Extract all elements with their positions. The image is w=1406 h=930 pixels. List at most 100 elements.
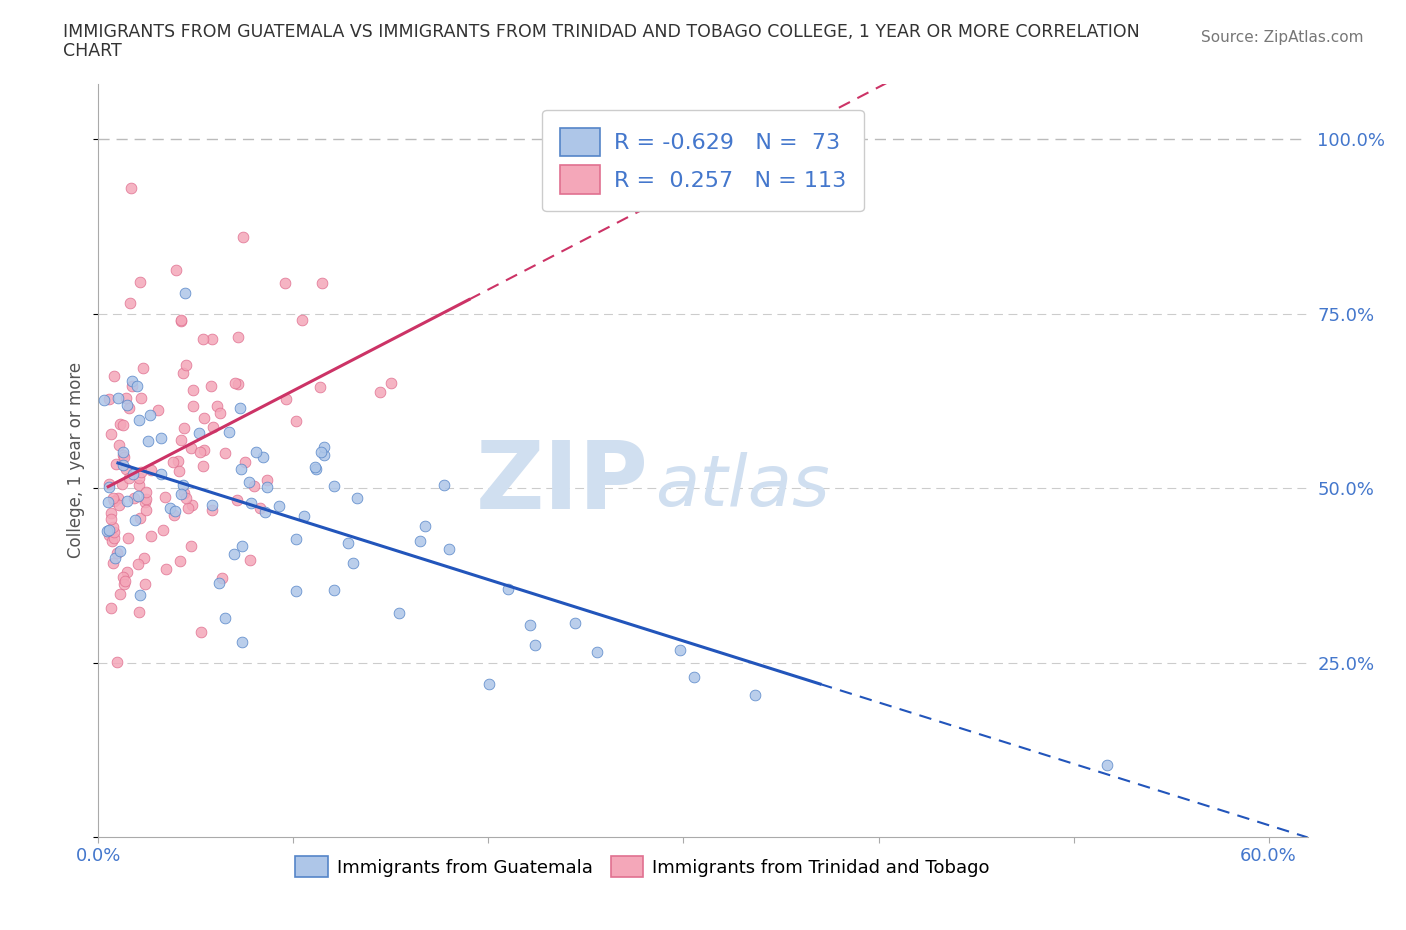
Point: [118, 401, 141, 416]
Point: [245, 445, 267, 459]
Point: [128, 587, 150, 602]
Point: [105, 457, 128, 472]
Point: [256, 480, 278, 495]
Point: [238, 474, 260, 489]
Text: Source: ZipAtlas.com: Source: ZipAtlas.com: [1201, 30, 1364, 45]
Point: [249, 501, 271, 516]
Point: [128, 413, 150, 428]
Point: [312, 440, 335, 455]
Point: [121, 379, 143, 393]
Point: [336, 535, 359, 550]
Point: [103, 520, 125, 535]
Point: [97, 495, 120, 510]
Point: [285, 532, 308, 547]
Point: [267, 498, 290, 513]
Point: [413, 518, 436, 533]
Point: [117, 530, 139, 545]
Point: [683, 670, 706, 684]
Point: [135, 485, 157, 499]
Point: [564, 616, 586, 631]
Point: [309, 379, 332, 394]
Point: [118, 471, 141, 485]
Point: [100, 601, 122, 616]
Point: [193, 459, 215, 474]
Point: [170, 312, 193, 327]
Point: [243, 478, 266, 493]
Point: [124, 512, 146, 527]
Point: [135, 492, 157, 507]
Point: [128, 604, 150, 619]
Point: [104, 551, 127, 565]
Point: [176, 500, 198, 515]
Point: [433, 478, 456, 493]
Point: [239, 552, 262, 567]
Point: [108, 544, 131, 559]
Point: [174, 490, 197, 505]
Point: [103, 525, 125, 539]
Point: [155, 562, 177, 577]
Point: [214, 611, 236, 626]
Point: [744, 687, 766, 702]
Point: [136, 434, 159, 449]
Point: [150, 430, 173, 445]
Point: [103, 369, 125, 384]
Point: [170, 314, 193, 329]
Point: [112, 577, 135, 591]
Point: [111, 418, 134, 432]
Point: [134, 551, 156, 565]
Point: [342, 555, 364, 570]
Point: [105, 655, 128, 670]
Point: [128, 471, 150, 485]
Point: [97, 479, 120, 494]
Point: [122, 467, 145, 482]
Point: [388, 605, 411, 620]
Point: [211, 570, 233, 585]
Point: [117, 397, 139, 412]
Point: [150, 467, 173, 482]
Point: [131, 391, 153, 405]
Point: [103, 531, 125, 546]
Point: [132, 361, 155, 376]
Point: [193, 410, 215, 425]
Point: [101, 555, 124, 570]
Point: [120, 295, 142, 310]
Point: [274, 275, 297, 290]
Point: [120, 180, 142, 195]
Point: [224, 376, 246, 391]
Point: [170, 432, 193, 447]
Point: [181, 399, 204, 414]
Point: [312, 448, 335, 463]
Point: [107, 498, 129, 512]
Point: [173, 420, 195, 435]
Point: [129, 511, 152, 525]
Point: [117, 494, 139, 509]
Point: [111, 458, 134, 472]
Point: [93, 392, 115, 407]
Point: [108, 417, 131, 432]
Point: [193, 443, 215, 458]
Point: [134, 576, 156, 591]
Point: [181, 498, 204, 512]
Text: atlas: atlas: [655, 452, 830, 521]
Point: [163, 504, 186, 519]
Point: [112, 449, 135, 464]
Point: [292, 509, 315, 524]
Point: [254, 505, 277, 520]
Point: [180, 440, 202, 455]
Point: [105, 545, 128, 560]
Point: [368, 385, 391, 400]
Point: [100, 505, 122, 520]
Point: [214, 445, 236, 460]
Point: [107, 391, 129, 405]
Point: [323, 583, 346, 598]
Point: [115, 391, 138, 405]
Point: [96, 524, 118, 538]
Point: [205, 399, 228, 414]
Point: [291, 312, 314, 327]
Point: [229, 401, 252, 416]
Point: [496, 582, 519, 597]
Point: [188, 445, 211, 459]
Point: [97, 527, 120, 542]
Point: [231, 634, 253, 649]
Point: [179, 538, 201, 553]
